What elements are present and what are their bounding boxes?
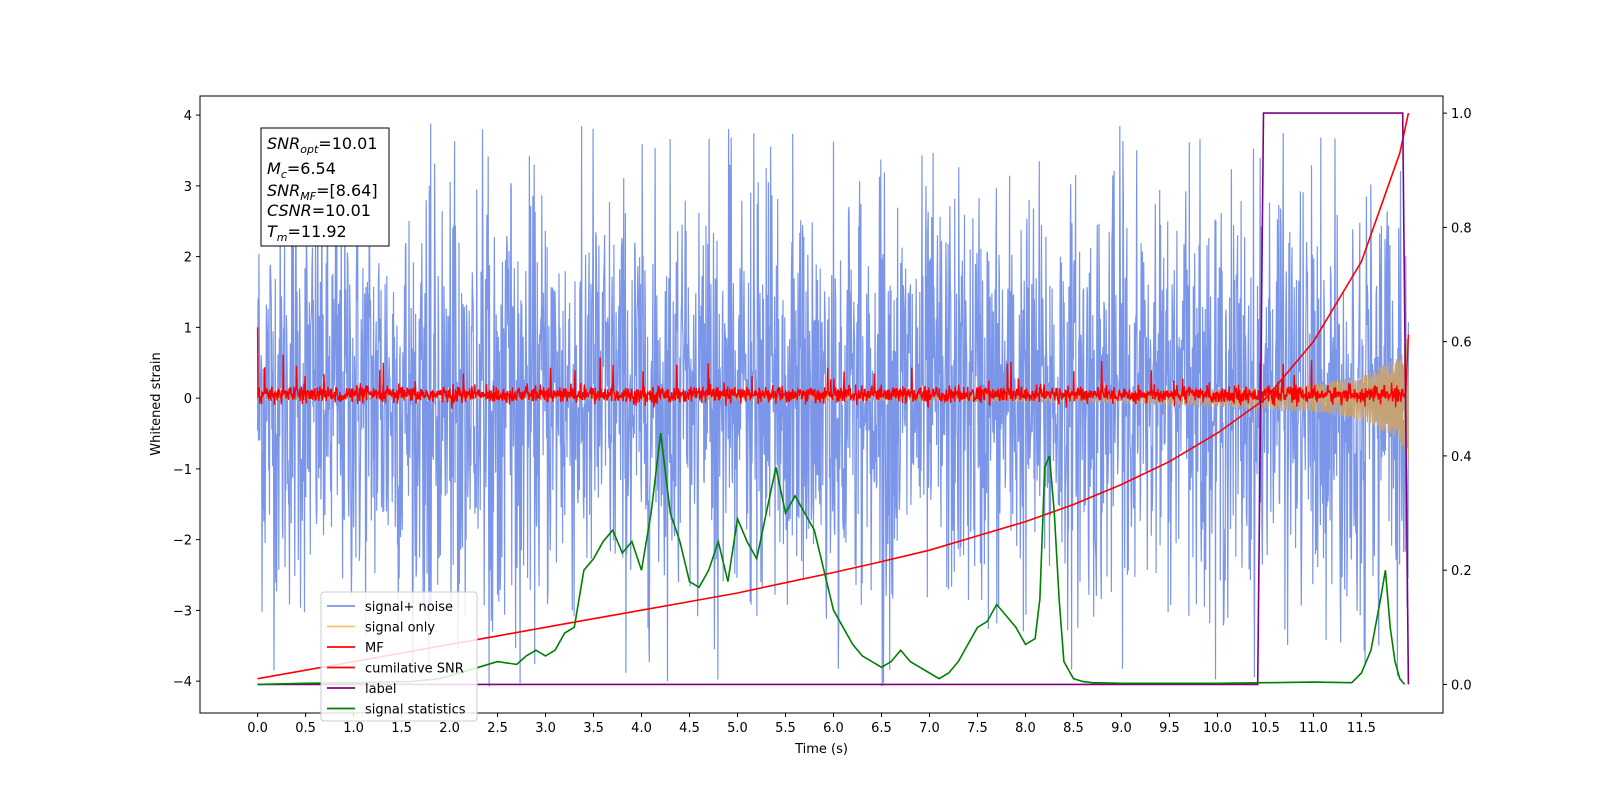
legend-label: label xyxy=(365,682,396,697)
series-signal-statistics xyxy=(257,433,1406,686)
x-tick-label: 1.5 xyxy=(391,721,412,736)
x-tick-label: 2.5 xyxy=(487,721,508,736)
mc-text: Mc=6.54 xyxy=(267,159,336,181)
snr-mf-text: SNRMF=[8.64] xyxy=(267,181,378,203)
legend: signal+ noise signal only MF cumilative SNR… xyxy=(320,591,478,722)
legend-label: cumilative SNR xyxy=(365,662,464,677)
x-tick-label: 7.0 xyxy=(919,721,940,736)
x-tick-label: 2.0 xyxy=(439,721,460,736)
snr-opt-text: SNRopt=10.01 xyxy=(267,134,378,156)
y-tick-label: 1 xyxy=(184,321,192,336)
x-tick-label: 4.5 xyxy=(679,721,700,736)
legend-label: signal only xyxy=(365,621,435,636)
x-tick-label: 5.5 xyxy=(775,721,796,736)
x-tick-label: 4.0 xyxy=(631,721,652,736)
y-tick-label: −4 xyxy=(173,675,192,690)
x-tick-label: 0.5 xyxy=(295,721,316,736)
y-tick-label: 4 xyxy=(184,109,192,124)
legend-label: MF xyxy=(365,641,384,656)
x-tick-label: 1.0 xyxy=(343,721,364,736)
legend-label: signal statistics xyxy=(365,703,466,718)
y2-tick-label: 0.8 xyxy=(1451,221,1472,236)
x-tick-label: 6.0 xyxy=(823,721,844,736)
y-tick-label: 0 xyxy=(184,392,192,407)
x-tick-label: 11.5 xyxy=(1347,721,1376,736)
series-signal-noise xyxy=(257,123,1409,687)
y2-tick-label: 0.4 xyxy=(1451,450,1472,465)
x-tick-label: 11.0 xyxy=(1299,721,1328,736)
y2-tick-label: 0.0 xyxy=(1451,678,1472,693)
y-tick-label: 3 xyxy=(184,180,192,195)
x-tick-label: 10.5 xyxy=(1251,721,1280,736)
tm-text: Tm=11.92 xyxy=(267,222,347,244)
x-tick-label: 0.0 xyxy=(247,721,268,736)
annotation-box: SNRopt=10.01 Mc=6.54 SNRMF=[8.64] CSNR=1… xyxy=(260,127,390,247)
y-tick-label: −2 xyxy=(173,534,192,549)
series-label xyxy=(257,112,1410,686)
y-tick-label: 2 xyxy=(184,251,192,266)
x-tick-label: 6.5 xyxy=(871,721,892,736)
legend-label: signal+ noise xyxy=(365,600,453,615)
y-tick-label: −3 xyxy=(173,604,192,619)
x-tick-label: 10.0 xyxy=(1203,721,1232,736)
plot-frame xyxy=(199,95,1444,714)
y-tick-label: −1 xyxy=(173,463,192,478)
x-tick-label: 8.5 xyxy=(1063,721,1084,736)
x-tick-label: 3.5 xyxy=(583,721,604,736)
x-tick-label: 7.5 xyxy=(967,721,988,736)
y2-tick-label: 0.2 xyxy=(1451,564,1472,579)
x-tick-label: 3.0 xyxy=(535,721,556,736)
series-mf xyxy=(256,327,1410,409)
y2-tick-label: 0.6 xyxy=(1451,336,1472,351)
y-axis-label: Whitened strain xyxy=(149,352,164,455)
axes-layer: 0.0 0.5 1.0 1.5 2.0 2.5 3.0 3.5 4.0 4.5 5.0 5.5 6.0 6… xyxy=(173,107,1472,736)
x-tick-label: 9.0 xyxy=(1111,721,1132,736)
x-axis-label: Time (s) xyxy=(794,742,848,757)
x-tick-label: 5.0 xyxy=(727,721,748,736)
x-tick-label: 9.5 xyxy=(1159,721,1180,736)
y2-tick-label: 1.0 xyxy=(1451,107,1472,122)
x-tick-label: 8.0 xyxy=(1015,721,1036,736)
csnr-text: CSNR=10.01 xyxy=(267,201,371,220)
